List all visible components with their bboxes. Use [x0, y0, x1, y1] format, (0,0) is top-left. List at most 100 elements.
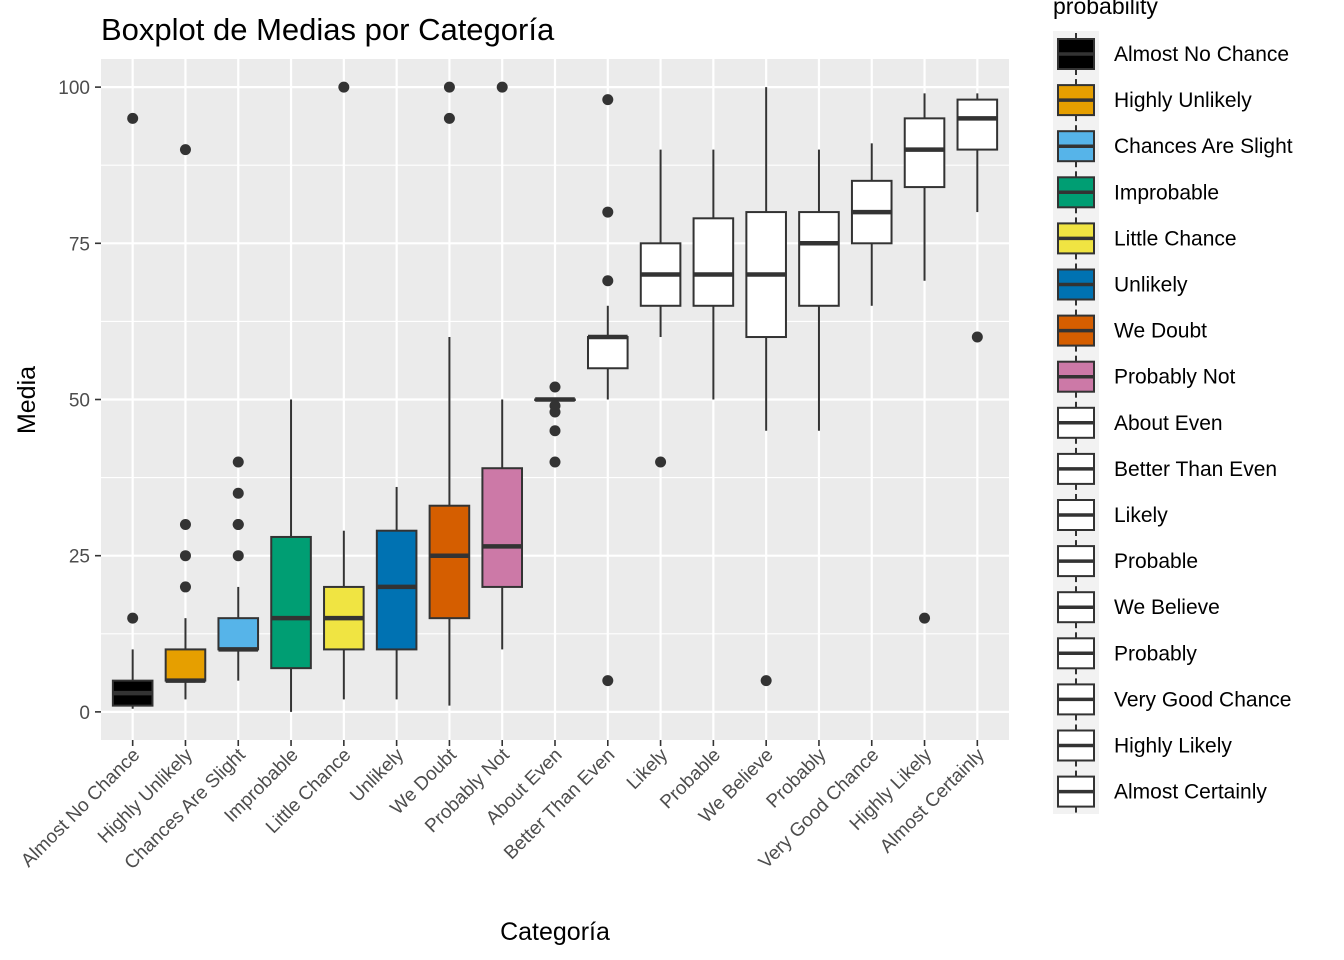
legend-item: Improbable — [1057, 171, 1219, 214]
box-group — [692, 149, 735, 400]
outlier-point — [549, 381, 561, 393]
legend-item: Highly Likely — [1057, 724, 1232, 767]
outlier-point — [179, 518, 191, 530]
box-body — [164, 648, 207, 682]
legend-label: Likely — [1114, 504, 1168, 527]
box-body — [481, 467, 524, 588]
box-body — [428, 504, 471, 620]
outlier-point — [232, 518, 244, 530]
outlier-point — [338, 81, 350, 93]
outlier-point — [179, 581, 191, 593]
outlier-point — [232, 456, 244, 468]
box-group — [639, 149, 682, 468]
outlier-point — [971, 331, 983, 343]
outlier-point — [179, 144, 191, 156]
y-tick-label: 25 — [69, 547, 90, 568]
legend-item: Highly Unlikely — [1057, 79, 1252, 122]
legend-item: Probable — [1057, 540, 1198, 583]
box-group — [745, 87, 787, 687]
legend-label: Probably — [1114, 642, 1197, 665]
box-group — [798, 149, 840, 431]
legend-label: Probably Not — [1114, 366, 1236, 389]
outlier-point — [232, 487, 244, 499]
box-group — [164, 144, 207, 700]
legend-label: Better Than Even — [1114, 458, 1277, 481]
outlier-point — [919, 612, 931, 624]
outlier-point — [127, 612, 139, 624]
legend-item: Almost Certainly — [1057, 770, 1267, 813]
box-body — [956, 98, 999, 151]
y-tick-label: 50 — [69, 391, 90, 412]
legend-item: Likely — [1057, 494, 1168, 536]
box-body — [692, 217, 735, 307]
y-tick-label: 0 — [79, 703, 90, 724]
legend-label: Chances Are Slight — [1114, 135, 1293, 158]
legend-label: Almost No Chance — [1114, 43, 1289, 66]
outlier-point — [179, 550, 191, 562]
box-group — [111, 112, 154, 709]
outlier-point — [496, 81, 508, 93]
legend-label: Highly Likely — [1114, 735, 1232, 758]
box-group — [850, 143, 893, 306]
box-body — [217, 617, 260, 651]
y-tick-label: 100 — [58, 78, 90, 99]
box-group — [428, 81, 471, 706]
box-body — [375, 529, 418, 651]
legend-label: Almost Certainly — [1114, 781, 1267, 804]
box-body — [903, 117, 946, 189]
legend-item: We Doubt — [1057, 309, 1207, 352]
legend-item: About Even — [1057, 401, 1223, 444]
box-group — [903, 93, 946, 624]
legend-label: We Doubt — [1114, 320, 1207, 343]
legend: Almost No Chance Highly Unlikely Chances A… — [1057, 33, 1293, 813]
legend-label: Unlikely — [1114, 274, 1188, 297]
box-body — [798, 211, 840, 307]
box-group — [481, 81, 524, 650]
outlier-point — [549, 425, 561, 437]
y-axis-title: Media — [13, 366, 41, 434]
legend-label: Highly Unlikely — [1114, 89, 1252, 112]
box-group — [270, 399, 312, 712]
box-body — [270, 535, 312, 670]
outlier-point — [549, 456, 561, 468]
outlier-point — [760, 675, 772, 687]
box-group — [534, 381, 576, 468]
legend-item: Almost No Chance — [1057, 33, 1289, 75]
legend-label: Little Chance — [1114, 227, 1237, 250]
outlier-point — [655, 456, 667, 468]
box-group — [375, 486, 418, 700]
legend-item: Little Chance — [1057, 217, 1237, 260]
legend-item: Probably — [1057, 632, 1197, 675]
x-tick-label: Highly Unlikely — [94, 744, 197, 847]
legend-item: Unlikely — [1057, 263, 1188, 306]
y-tick-label: 75 — [69, 234, 90, 255]
chart-title: Boxplot de Medias por Categoría — [101, 12, 555, 47]
legend-item: Better Than Even — [1057, 447, 1277, 490]
legend-item: Probably Not — [1057, 355, 1236, 398]
box-group — [323, 81, 365, 700]
legend-label: Improbable — [1114, 181, 1219, 204]
legend-label: About Even — [1114, 412, 1223, 435]
outlier-point — [602, 675, 614, 687]
y-axis: 0 25 50 75 100 — [58, 78, 101, 724]
boxes — [111, 81, 999, 712]
outlier-point — [549, 400, 561, 412]
box-body — [586, 336, 629, 370]
outlier-point — [443, 81, 455, 93]
outlier-point — [443, 112, 455, 124]
outlier-point — [232, 550, 244, 562]
box-group — [586, 94, 629, 687]
box-group — [956, 93, 999, 343]
legend-label: We Believe — [1114, 596, 1220, 619]
legend-item: Very Good Chance — [1057, 678, 1291, 721]
outlier-point — [602, 206, 614, 218]
outlier-point — [602, 275, 614, 287]
x-tick-label: Likely — [623, 744, 673, 794]
legend-item: Chances Are Slight — [1057, 125, 1293, 168]
legend-title: probability — [1053, 0, 1158, 19]
legend-item: We Believe — [1057, 586, 1220, 629]
outlier-point — [127, 112, 139, 124]
legend-label: Probable — [1114, 550, 1198, 573]
